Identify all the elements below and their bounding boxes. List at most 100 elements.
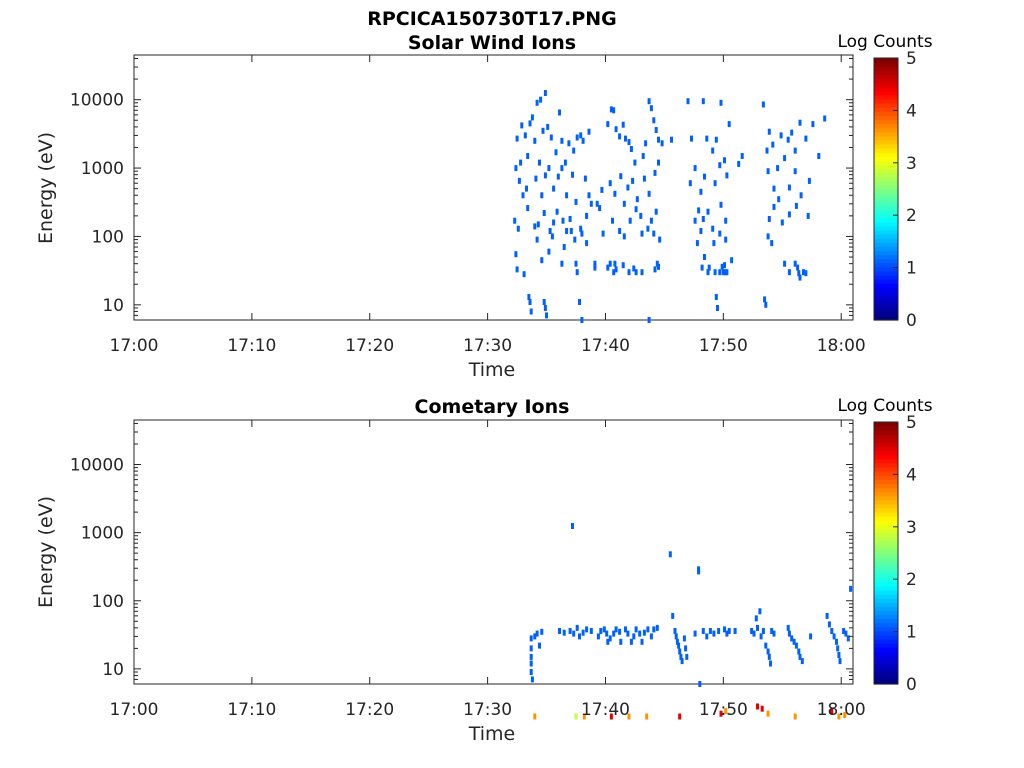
data-cell	[538, 642, 541, 649]
colorbar-segment	[874, 119, 898, 125]
data-cell	[575, 269, 579, 276]
data-cell	[569, 228, 573, 234]
data-cell	[677, 642, 681, 649]
data-cell	[596, 633, 600, 640]
data-cell	[697, 568, 701, 575]
colorbar-segment	[874, 458, 898, 464]
colorbar-segment	[874, 254, 898, 260]
data-cell	[535, 630, 539, 637]
data-cell	[688, 180, 692, 187]
colorbar-segment	[874, 524, 898, 530]
colorbar-segment	[874, 266, 898, 272]
colorbar-segment	[874, 82, 898, 88]
colorbar-segment	[874, 565, 898, 570]
data-cell	[585, 212, 589, 219]
data-cell	[764, 301, 768, 308]
colorbar-segment	[874, 135, 898, 141]
cometary-ylabel: Energy (eV)	[35, 496, 57, 608]
data-cell	[533, 633, 537, 640]
colorbar-segment	[874, 442, 898, 448]
data-cell	[540, 628, 544, 635]
solar-wind-xlabel: Time	[468, 359, 516, 381]
data-cell	[652, 230, 656, 237]
data-cell	[558, 109, 561, 116]
data-cell	[552, 185, 556, 192]
data-cell	[714, 294, 718, 300]
colorbar-segment	[874, 234, 898, 239]
data-cell	[621, 262, 625, 269]
data-cell	[556, 173, 560, 180]
data-cell	[579, 132, 583, 139]
colorbar-tick-label: 4	[906, 101, 917, 121]
colorbar-segment	[874, 614, 898, 620]
colorbar-segment	[874, 491, 898, 497]
data-cell	[526, 205, 530, 212]
data-cell	[626, 630, 630, 637]
colorbar-segment	[874, 156, 898, 161]
data-cell	[642, 629, 646, 636]
cometary-title: Cometary Ions	[415, 396, 570, 418]
data-cell	[649, 217, 653, 224]
colorbar-segment	[874, 152, 898, 157]
colorbar-segment	[874, 499, 898, 505]
colorbar-segment	[874, 573, 898, 579]
colorbar-segment	[874, 258, 898, 264]
data-cell	[708, 628, 712, 634]
data-cell	[514, 251, 518, 258]
data-cell	[830, 628, 834, 634]
data-cell	[534, 175, 538, 182]
data-cell	[802, 269, 805, 276]
data-cell	[541, 127, 545, 134]
data-cell	[770, 240, 774, 247]
data-cell	[701, 98, 705, 105]
data-cell	[780, 219, 784, 226]
data-cell	[565, 192, 569, 199]
data-cell	[533, 713, 537, 720]
data-cell	[547, 248, 551, 255]
colorbar-frame	[873, 421, 899, 685]
data-cell	[631, 177, 635, 184]
data-cell	[844, 630, 848, 637]
colorbar-segment	[874, 274, 898, 280]
colorbar-segment	[874, 655, 898, 661]
data-cell	[635, 196, 639, 203]
data-cell	[825, 612, 829, 619]
data-cell	[571, 171, 574, 178]
colorbar-segment	[874, 131, 898, 137]
data-cell	[772, 203, 776, 210]
data-cell	[624, 135, 627, 142]
cometary-xlabel: Time	[468, 723, 516, 745]
data-cell	[649, 633, 653, 640]
data-cell	[837, 713, 841, 720]
data-cell	[542, 210, 546, 216]
data-cell	[647, 190, 651, 197]
colorbar-segment	[874, 536, 898, 542]
data-cell	[827, 621, 831, 628]
colorbar-segment	[874, 184, 898, 190]
data-cell	[740, 153, 744, 159]
y-tick-label: 10000	[70, 456, 124, 476]
data-cell	[619, 173, 623, 180]
colorbar-segment	[874, 279, 898, 284]
data-cell	[649, 105, 653, 112]
data-cell	[723, 262, 726, 269]
solar-wind-plot-area	[133, 54, 854, 321]
data-cell	[587, 128, 591, 135]
data-cell	[807, 177, 811, 184]
data-cell	[843, 712, 847, 719]
colorbar-segment	[874, 270, 898, 276]
data-cell	[724, 236, 728, 243]
colorbar-segment	[874, 647, 898, 652]
data-cell	[797, 270, 801, 277]
data-cell	[618, 228, 622, 234]
data-cell	[599, 628, 603, 634]
data-cell	[601, 230, 605, 237]
colorbar-segment	[874, 189, 898, 194]
data-cell	[760, 705, 764, 712]
data-cell	[706, 269, 710, 276]
data-cell	[614, 266, 618, 273]
data-cell	[678, 648, 682, 655]
data-cell	[618, 628, 622, 635]
colorbar-segment	[874, 487, 898, 493]
